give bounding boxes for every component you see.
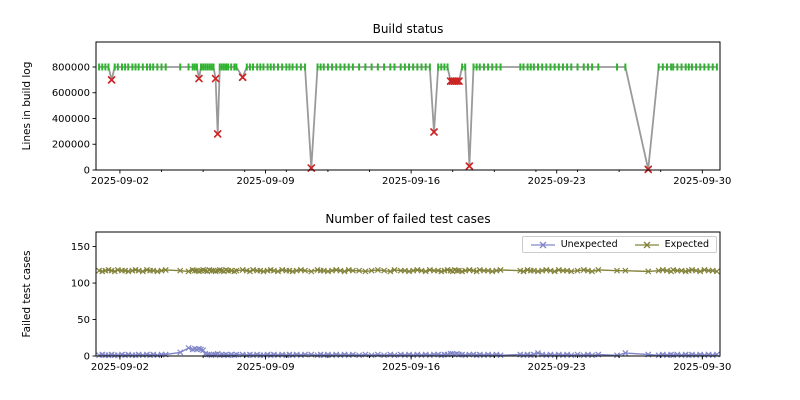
legend-item-expected: Expected [634, 239, 709, 250]
axis-tick-labels: 2025-09-02 2025-09-09 2025-09-16 2025-09-23… [52, 62, 732, 187]
axes-frame [95, 231, 721, 357]
y-tick-label: 0 [84, 166, 90, 177]
x-tick-label: 2025-09-16 [382, 362, 440, 373]
y-tick-label: 50 [77, 315, 90, 326]
x-tick-label: 2025-09-09 [236, 362, 294, 373]
x-tick-label: 2025-09-02 [91, 362, 149, 373]
legend-label-unexpected: Unexpected [560, 239, 618, 250]
build-success-markers [98, 63, 718, 71]
y-tick-label: 600000 [52, 88, 90, 99]
legend-item-unexpected: Unexpected [530, 239, 618, 250]
x-tick-label: 2025-09-09 [236, 176, 294, 187]
x-tick-label: 2025-09-16 [382, 176, 440, 187]
x-tick-label: 2025-09-02 [91, 176, 149, 187]
y-tick-label: 100 [71, 279, 90, 290]
build-line [99, 66, 717, 170]
y-tick-label: 800000 [52, 62, 90, 73]
axis-tick-labels: 2025-09-02 2025-09-09 2025-09-16 2025-09-23… [71, 242, 731, 373]
x-tick-label: 2025-09-30 [673, 176, 731, 187]
axis-ticks [92, 246, 703, 360]
legend-label-expected: Expected [664, 239, 709, 250]
x-tick-label: 2025-09-23 [528, 176, 586, 187]
unexpected-line-icon [530, 241, 555, 248]
y-tick-label: 400000 [52, 114, 90, 125]
chart-title-failed-test-cases: Number of failed test cases [325, 212, 491, 226]
chart-title-build-status: Build status [372, 22, 444, 36]
legend: Unexpected Expected [521, 236, 717, 253]
x-tick-label: 2025-09-23 [528, 362, 586, 373]
y-tick-label: 0 [84, 352, 90, 363]
x-tick-label: 2025-09-30 [673, 362, 731, 373]
series-markers-expected [96, 266, 720, 275]
y-tick-label: 150 [71, 242, 90, 253]
subplot-1: 2025-09-02 2025-09-09 2025-09-16 2025-09-23… [71, 231, 731, 373]
expected-line-icon [634, 241, 659, 248]
axis-ticks [92, 66, 703, 174]
subplot-0: 2025-09-02 2025-09-09 2025-09-16 2025-09-23… [52, 41, 732, 187]
y-tick-label: 200000 [52, 140, 90, 151]
build-failure-markers [107, 73, 653, 174]
axes-frame [95, 41, 721, 171]
